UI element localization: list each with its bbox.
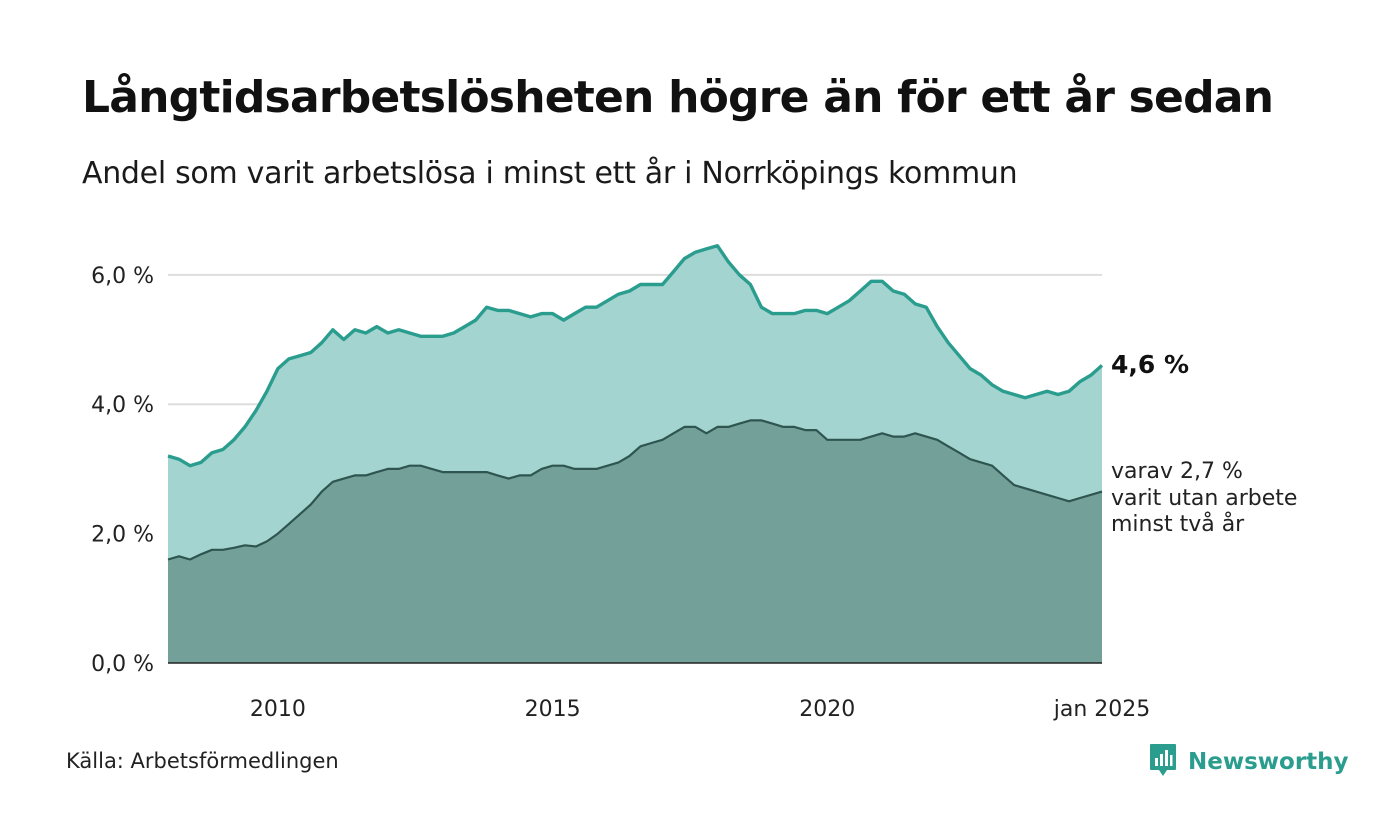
long-term-end-label-line-2: varit utan arbete: [1111, 486, 1297, 511]
x-tick-label: 2020: [799, 697, 855, 722]
chart-subtitle: Andel som varit arbetslösa i minst ett å…: [82, 156, 1018, 191]
y-axis: 0,0 % 2,0 % 4,0 % 6,0 %: [91, 264, 154, 677]
bar-chart-icon: [1148, 741, 1178, 783]
long-term-line: [167, 419, 1103, 561]
y-tick-label: 0,0 %: [91, 652, 154, 677]
total-line: [167, 244, 1104, 468]
source-note: Källa: Arbetsförmedlingen: [66, 749, 339, 773]
brand-logo: Newsworthy: [1148, 742, 1349, 782]
y-tick-label: 4,0 %: [91, 393, 154, 418]
x-axis: 2010 2015 2020 jan 2025: [250, 697, 1150, 722]
long-term-end-label-line-1: varav 2,7 %: [1111, 459, 1243, 484]
long-term-end-label-line-3: minst två år: [1111, 511, 1245, 537]
y-tick-label: 2,0 %: [91, 523, 154, 548]
area-chart: 0,0 % 2,0 % 4,0 % 6,0 % 2010 2015 2020 jan 202…: [91, 244, 1297, 722]
x-tick-label: jan 2025: [1053, 697, 1151, 722]
x-tick-label: 2010: [250, 697, 306, 722]
chart-title: Långtidsarbetslösheten högre än för ett …: [82, 72, 1274, 123]
long-term-area: [168, 420, 1102, 663]
y-tick-label: 6,0 %: [91, 264, 154, 289]
total-end-label: 4,6 %: [1111, 350, 1189, 379]
brand-name: Newsworthy: [1188, 749, 1349, 775]
x-tick-label: 2015: [525, 697, 581, 722]
